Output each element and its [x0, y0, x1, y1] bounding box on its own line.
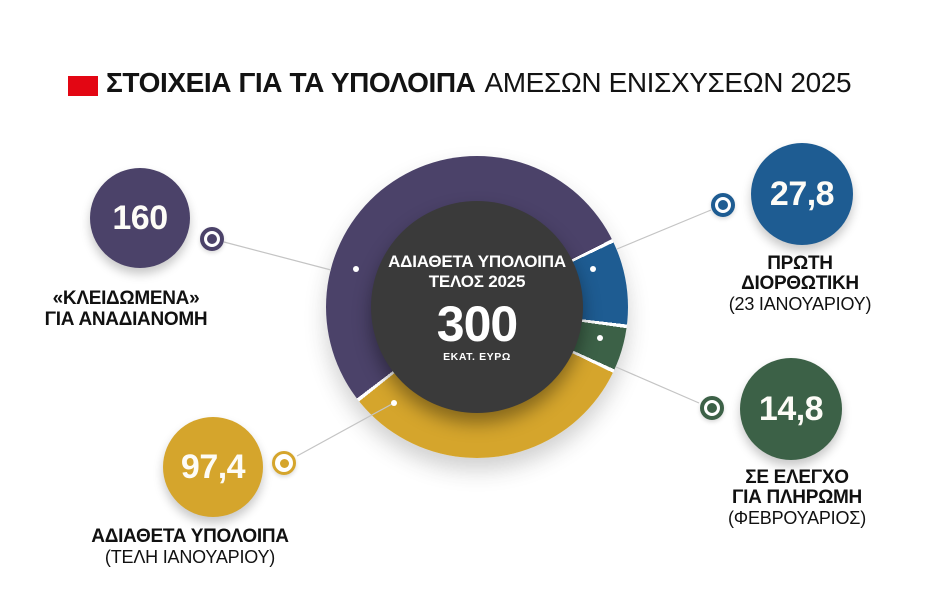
callout-label-line: ΣΕ ΕΛΕΓΧΟ [745, 467, 849, 488]
callout-label-locked: «ΚΛΕΙΔΩΜΕΝΑ» ΓΙΑ ΑΝΑΔΙΑΝΟΜΗ [6, 288, 246, 330]
value-corrective: 27,8 [769, 174, 835, 213]
slice-anchor-dot-locked [353, 266, 359, 272]
callout-label-unallocated: ΑΔΙΑΘΕΤΑ ΥΠΟΛΟΙΠΑ (ΤΕΛΗ ΙΑΝΟΥΑΡΙΟΥ) [70, 526, 310, 568]
callout-label-payment-check: ΣΕ ΕΛΕΓΧΟ ΓΙΑ ΠΛΗΡΩΜΗ (ΦΕΒΡΟΥΑΡΙΟΣ) [689, 467, 905, 529]
value-locked: 160 [112, 198, 168, 237]
leader-line-corrective [616, 209, 712, 250]
donut-center-value: 300 [436, 295, 518, 352]
page-title: ΣΤΟΙΧΕΙΑ ΓΙΑ ΤΑ ΥΠΟΛΟΙΠΑ ΑΜΕΣΩΝ ΕΝΙΣΧΥΣΕΩ… [106, 66, 852, 100]
page-title-bold: ΣΤΟΙΧΕΙΑ ΓΙΑ ΤΑ ΥΠΟΛΟΙΠΑ [106, 67, 476, 98]
bullseye-icon-locked [200, 227, 224, 251]
donut-center-label-line1: ΑΔΙΑΘΕΤΑ ΥΠΟΛΟΙΠΑ [388, 251, 566, 271]
value-payment-check: 14,8 [758, 389, 824, 428]
donut-center-circle: ΑΔΙΑΘΕΤΑ ΥΠΟΛΟΙΠΑ ΤΕΛΟΣ 2025 300 ΕΚΑΤ. Ε… [371, 201, 583, 413]
callout-label-corrective: ΠΡΩΤΗ ΔΙΟΡΘΩΤΙΚΗ (23 ΙΑΝΟΥΑΡΙΟΥ) [692, 253, 908, 315]
bullseye-dot [707, 403, 717, 413]
bullseye-dot [279, 458, 289, 468]
slice-anchor-dot-unallocated [391, 400, 397, 406]
callout-label-line: ΓΙΑ ΠΛΗΡΩΜΗ [732, 487, 862, 508]
value-bubble-corrective: 27,8 [751, 143, 853, 245]
bullseye-dot [207, 234, 217, 244]
callout-label-sub: (23 ΙΑΝΟΥΑΡΙΟΥ) [728, 294, 872, 314]
slice-anchor-dot-corrective [590, 266, 596, 272]
bullseye-icon-payment-check [700, 396, 724, 420]
bullseye-dot [718, 200, 728, 210]
leader-line-payment-check [615, 366, 700, 404]
callout-label-line: ΠΡΩΤΗ [767, 253, 833, 274]
bullseye-icon-corrective [711, 193, 735, 217]
value-bubble-unallocated: 97,4 [163, 417, 263, 517]
title-accent-square [68, 76, 98, 96]
donut-center-unit: ΕΚΑΤ. ΕΥΡΩ [443, 350, 511, 363]
page-title-regular: ΑΜΕΣΩΝ ΕΝΙΣΧΥΣΕΩΝ 2025 [484, 67, 852, 98]
callout-label-line: ΓΙΑ ΑΝΑΔΙΑΝΟΜΗ [44, 309, 208, 330]
callout-label-line: ΔΙΟΡΘΩΤΙΚΗ [741, 273, 859, 294]
value-bubble-payment-check: 14,8 [740, 358, 842, 460]
callout-label-sub: (ΦΕΒΡΟΥΑΡΙΟΣ) [728, 508, 866, 528]
callout-label-sub: (ΤΕΛΗ ΙΑΝΟΥΑΡΙΟΥ) [104, 547, 276, 567]
bullseye-icon-unallocated [272, 451, 296, 475]
donut-center-label-line2: ΤΕΛΟΣ 2025 [428, 271, 526, 291]
callout-label-line: «ΚΛΕΙΔΩΜΕΝΑ» [52, 288, 200, 309]
callout-label-line: ΑΔΙΑΘΕΤΑ ΥΠΟΛΟΙΠΑ [91, 526, 289, 547]
donut-chart: ΑΔΙΑΘΕΤΑ ΥΠΟΛΟΙΠΑ ΤΕΛΟΣ 2025 300 ΕΚΑΤ. Ε… [326, 156, 628, 458]
value-bubble-locked: 160 [90, 168, 190, 268]
slice-anchor-dot-payment-check [597, 335, 603, 341]
leader-line-locked [223, 241, 332, 271]
value-unallocated: 97,4 [180, 447, 246, 486]
